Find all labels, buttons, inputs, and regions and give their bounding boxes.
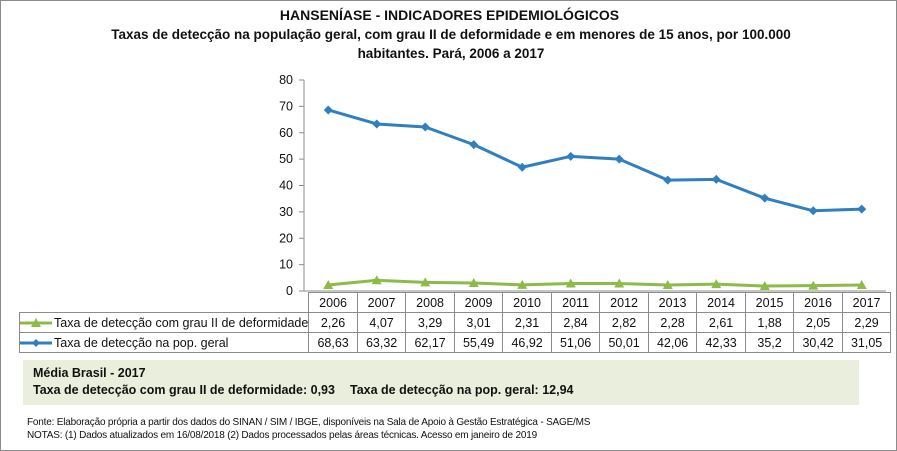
triangle-marker [759,281,770,291]
value-cell: 55,49 [453,332,504,353]
value-cell: 31,05 [841,332,892,353]
value-cell: 42,33 [696,332,746,353]
legend-entry: Taxa de detecção com grau II de deformid… [18,312,310,333]
legend-entry: Taxa de detecção na pop. geral [18,332,310,353]
triangle-marker [856,279,867,289]
data-table: 2006 2007 2008 2009 2010 2011 2012 2013 2014 2015… [18,292,892,353]
year-cell: 2015 [744,292,795,313]
y-tick-label: 30 [279,205,293,219]
year-cell: 2016 [793,292,843,313]
value-cell: 42,06 [647,332,698,353]
triangle-marker [371,275,382,285]
series-line-0 [328,278,862,288]
triangle-marker [468,278,479,288]
triangle-marker [662,279,673,289]
average-general: Taxa de detecção na pop. geral: 12,94 [350,383,574,397]
diamond-marker [760,193,770,203]
triangle-marker [323,280,334,290]
diamond-marker [857,204,867,214]
value-cell: 35,2 [744,332,795,353]
diamond-marker [663,175,673,185]
value-cell: 2,82 [599,312,649,333]
blank-cell [19,292,310,313]
value-cell: 1,88 [744,312,795,333]
year-cell: 2011 [550,292,601,313]
value-cell: 68,63 [308,332,358,353]
year-cell: 2008 [405,292,455,313]
y-tick-label: 40 [279,179,293,193]
triangle-marker [517,279,528,289]
diamond-marker [420,122,430,132]
triangle-marker [808,280,819,290]
value-cell: 3,29 [405,312,455,333]
year-cell: 2007 [356,292,407,313]
legend-label: Taxa de detecção na pop. geral [54,335,229,350]
diamond-legend-icon [20,336,54,350]
triangle-marker [420,277,431,287]
series-row: Taxa de detecção na pop. geral 68,63 63,32… [18,332,892,353]
year-cell: 2013 [647,292,698,313]
diamond-marker [614,154,624,164]
y-tick-label: 10 [279,258,293,272]
triangle-marker [565,278,576,288]
value-cell: 2,28 [647,312,698,333]
y-tick-label: 50 [279,152,293,166]
diamond-marker [323,105,333,115]
diamond-marker [372,119,382,129]
value-cell: 2,26 [308,312,358,333]
year-row: 2006 2007 2008 2009 2010 2011 2012 2013 2014 2015… [19,292,892,313]
average-heading: Média Brasil - 2017 [33,366,146,380]
diamond-marker [711,174,721,184]
value-cell: 2,61 [696,312,746,333]
legend-label: Taxa de detecção com grau II de deformid… [54,315,309,330]
y-tick-label: 20 [279,231,293,245]
year-cell: 2006 [308,292,358,313]
y-tick-label: 80 [279,73,293,87]
year-cell: 2012 [599,292,649,313]
y-tick-label: 70 [279,99,293,113]
footer-source: Fonte: Elaboração própria a partir dos d… [27,417,591,428]
diamond-marker [469,140,479,150]
value-cell: 63,32 [356,332,407,353]
brazil-average-box: Média Brasil - 2017 Taxa de detecção com… [23,360,859,405]
y-tick-label: 0 [286,284,293,298]
value-cell: 2,31 [502,312,552,333]
value-cell: 62,17 [405,332,455,353]
value-cell: 30,42 [793,332,843,353]
chart-subtitle: Taxas de detecção na população geral, co… [111,27,791,61]
year-cell: 2017 [841,292,892,313]
value-cell: 2,29 [841,312,892,333]
triangle-legend-icon [20,316,54,330]
value-cell: 4,07 [356,312,407,333]
footer-notes: NOTAS: (1) Dados atualizados em 16/08/20… [27,430,537,441]
diamond-marker [517,162,527,172]
value-cell: 51,06 [550,332,601,353]
value-cell: 2,05 [793,312,843,333]
value-cell: 2,84 [550,312,601,333]
year-cell: 2009 [453,292,504,313]
value-cell: 46,92 [502,332,552,353]
chart-title: HANSENÍASE - INDICADORES EPIDEMIOLÓGICOS [279,7,620,23]
y-tick-label: 60 [279,126,293,140]
diamond-marker [808,206,818,216]
value-cell: 50,01 [599,332,649,353]
triangle-marker [711,279,722,289]
series-row: Taxa de detecção com grau II de deformid… [18,312,892,333]
value-cell: 3,01 [453,312,504,333]
year-cell: 2010 [502,292,552,313]
triangle-marker [614,278,625,288]
series-line-1 [327,108,862,213]
year-cell: 2014 [696,292,746,313]
diamond-marker [566,151,576,161]
average-deformity: Taxa de detecção com grau II de deformid… [33,383,335,397]
